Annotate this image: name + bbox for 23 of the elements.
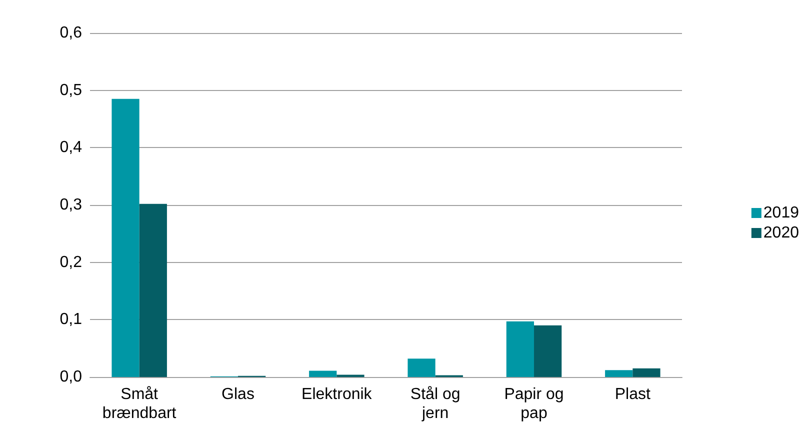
y-tick-label: 0,1 bbox=[60, 311, 82, 328]
x-tick-label: Plast bbox=[614, 386, 652, 403]
x-tick-label: Småt brændbart bbox=[102, 386, 177, 422]
bar bbox=[534, 325, 562, 377]
legend-label: 2019 bbox=[763, 204, 800, 222]
y-tick-label: 0,5 bbox=[60, 82, 82, 99]
legend-label: 2020 bbox=[763, 224, 800, 242]
bar bbox=[506, 321, 534, 377]
x-tick-label: Papir og pap bbox=[504, 386, 564, 422]
x-tick-label: Stål og jern bbox=[410, 386, 460, 422]
bar bbox=[139, 204, 167, 377]
bar bbox=[605, 370, 633, 377]
bar bbox=[309, 370, 337, 377]
y-tick-label: 0,4 bbox=[60, 139, 82, 156]
y-tick-label: 0,3 bbox=[60, 196, 82, 214]
x-tick-label: Elektronik bbox=[302, 386, 373, 403]
bar bbox=[408, 358, 436, 377]
bar bbox=[112, 98, 140, 377]
x-tick-label: Glas bbox=[222, 386, 254, 403]
y-tick-label: 0,6 bbox=[60, 24, 82, 42]
y-tick-label: 0,0 bbox=[60, 368, 82, 386]
bar bbox=[632, 368, 660, 377]
y-tick-label: 0,2 bbox=[60, 254, 82, 271]
